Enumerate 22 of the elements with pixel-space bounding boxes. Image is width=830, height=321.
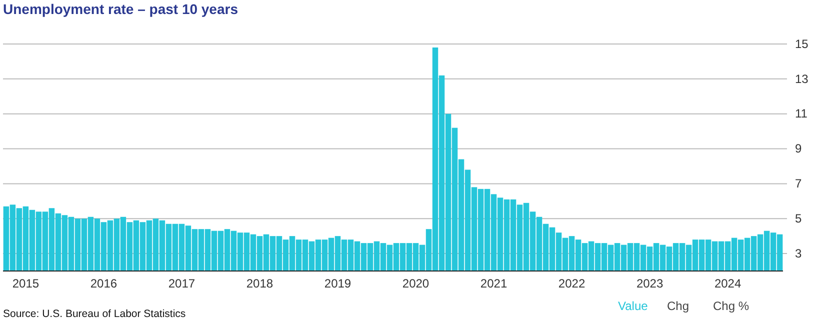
x-tick-label: 2024 bbox=[714, 276, 742, 291]
chart-title: Unemployment rate – past 10 years bbox=[3, 1, 238, 17]
x-tick-label: 2017 bbox=[168, 276, 196, 291]
text: Chg bbox=[667, 299, 690, 313]
x-tick-label: 2020 bbox=[402, 276, 430, 291]
y-tick-label: 11 bbox=[795, 106, 808, 121]
x-tick-label: 2015 bbox=[12, 276, 40, 291]
y-tick-label: 5 bbox=[795, 211, 802, 226]
text: Chg % bbox=[713, 299, 750, 313]
y-tick-label: 9 bbox=[795, 142, 802, 156]
y-tick-label: 3 bbox=[795, 246, 802, 260]
x-tick-label: 2023 bbox=[636, 276, 664, 291]
y-tick-label: 15 bbox=[795, 36, 809, 51]
x-tick-label: 2021 bbox=[480, 276, 508, 291]
text: Value bbox=[618, 299, 648, 313]
source-note: Source: U.S. Bureau of Labor Statistics bbox=[3, 308, 186, 320]
x-tick-label: 2019 bbox=[324, 276, 352, 291]
x-tick-label: 2022 bbox=[558, 276, 586, 291]
y-tick-label: 13 bbox=[795, 72, 809, 86]
x-tick-label: 2016 bbox=[90, 276, 118, 291]
y-tick-label: 7 bbox=[795, 176, 802, 191]
x-tick-label: 2018 bbox=[246, 276, 274, 291]
